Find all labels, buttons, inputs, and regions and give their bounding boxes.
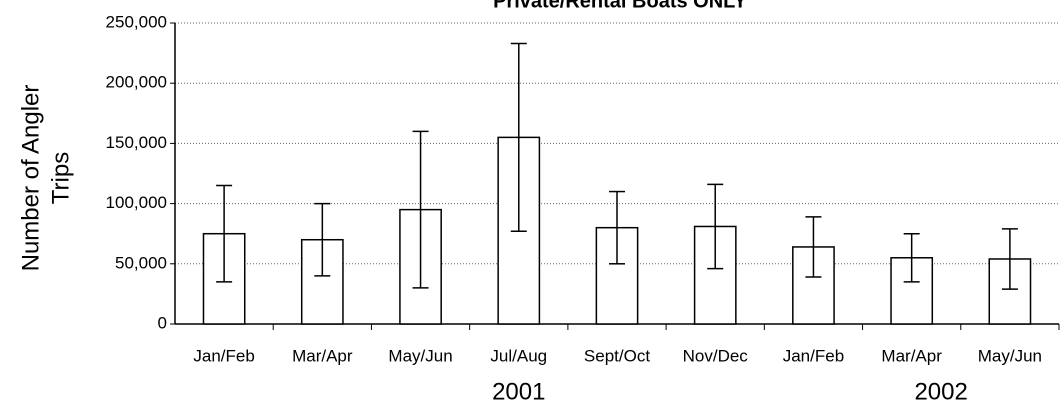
x-tick-label: Jan/Feb xyxy=(193,346,254,365)
x-tick-label: Jan/Feb xyxy=(783,346,844,365)
y-tick-label: 200,000 xyxy=(106,73,167,92)
group-label: 2002 xyxy=(914,378,967,405)
y-tick-label: 250,000 xyxy=(106,12,167,31)
x-tick-label: Jul/Aug xyxy=(490,346,547,365)
x-tick-label: May/Jun xyxy=(978,346,1042,365)
x-tick-label: Mar/Apr xyxy=(292,346,353,365)
chart-title: Private/Rental Boats ONLY xyxy=(493,0,747,12)
x-tick-label: Nov/Dec xyxy=(683,346,749,365)
y-tick-label: 150,000 xyxy=(106,133,167,152)
y-axis-label: Number of Angler xyxy=(17,85,44,272)
y-axis-label: Trips xyxy=(47,152,74,204)
group-label: 2001 xyxy=(492,378,545,405)
x-tick-label: May/Jun xyxy=(388,346,452,365)
y-tick-label: 0 xyxy=(158,313,167,332)
y-tick-label: 100,000 xyxy=(106,193,167,212)
x-tick-label: Sept/Oct xyxy=(584,346,650,365)
x-tick-label: Mar/Apr xyxy=(881,346,942,365)
y-tick-label: 50,000 xyxy=(115,253,167,272)
